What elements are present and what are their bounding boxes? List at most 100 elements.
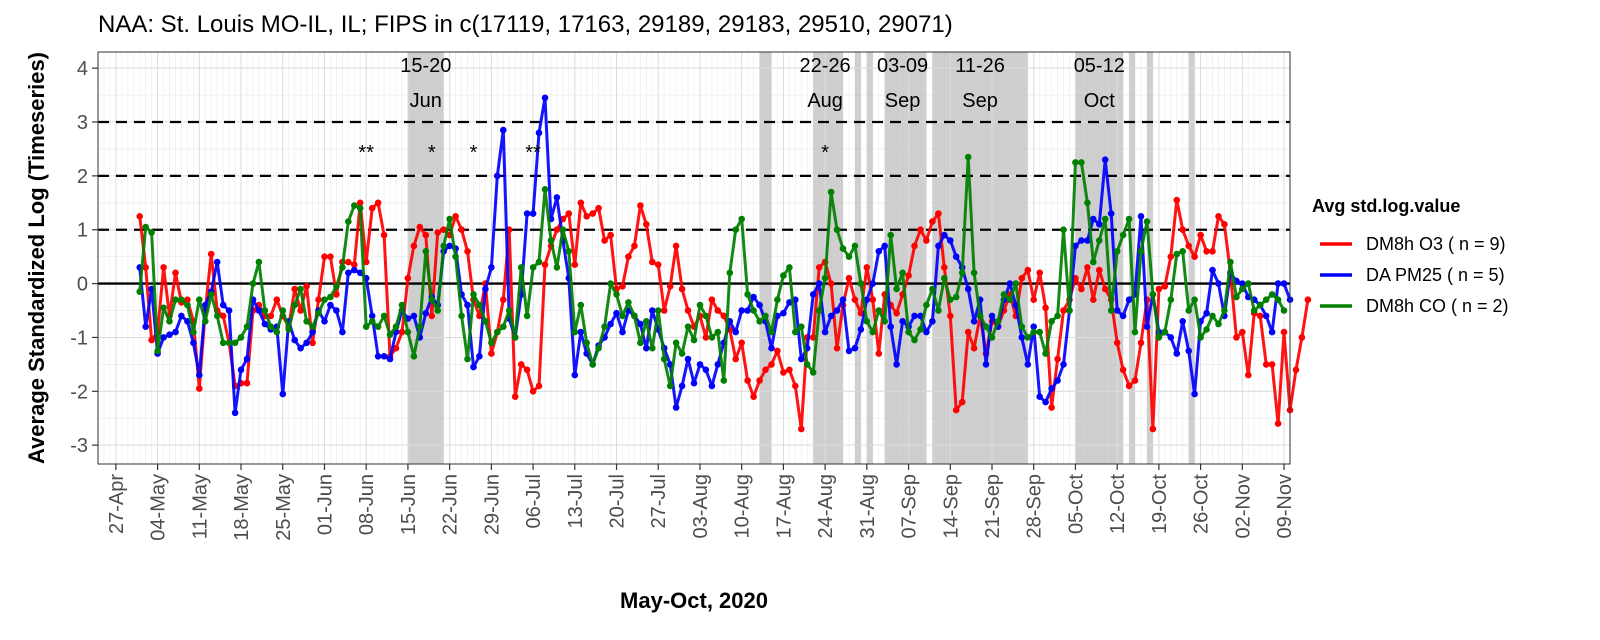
data-point (303, 283, 310, 290)
data-point (964, 328, 972, 336)
data-point (571, 371, 579, 379)
data-point (261, 320, 269, 328)
data-point (863, 264, 871, 271)
shaded-period (884, 52, 927, 464)
data-point (1268, 361, 1276, 368)
data-point (1090, 258, 1097, 266)
data-point (708, 334, 716, 341)
x-tick-label: 02-Nov (1232, 474, 1254, 538)
data-point (1113, 307, 1121, 314)
data-point (1304, 296, 1312, 304)
data-point (857, 326, 865, 333)
data-point (225, 307, 233, 314)
data-point (988, 334, 996, 341)
data-point (744, 377, 751, 384)
data-point (1185, 242, 1192, 250)
data-point (964, 285, 972, 293)
data-point (1274, 420, 1282, 427)
data-point (613, 309, 620, 317)
data-point (476, 353, 483, 360)
data-point (982, 361, 990, 368)
period-label-range: 03-09 (877, 55, 928, 77)
data-point (899, 318, 906, 325)
data-point (678, 382, 686, 390)
data-point (1084, 264, 1091, 271)
data-point (464, 355, 471, 363)
data-point (160, 264, 167, 271)
data-point (678, 350, 686, 357)
data-point (464, 248, 471, 255)
data-point (726, 269, 734, 277)
legend-items: DM8h O3 ( n = 9) DA PM25 ( n = 5) DM8h CO … (1320, 234, 1509, 316)
data-point (935, 210, 942, 217)
data-point (899, 269, 906, 277)
data-point (893, 361, 900, 368)
x-tick-label: 15-Jun (398, 474, 420, 535)
data-point (345, 218, 352, 225)
data-point (255, 258, 263, 266)
significance-annotations: ** * * ** * (358, 142, 829, 164)
data-point (553, 264, 561, 271)
data-point (321, 253, 328, 260)
x-tick-label: 22-Jun (440, 474, 462, 535)
y-tick-label: 2 (77, 166, 88, 188)
data-point (774, 347, 781, 355)
data-point (428, 296, 436, 304)
plot-area: 15-20 Jun 22-26 Aug 03-09 Sep 11-26 Sep 05-12 Oct… (97, 51, 1312, 465)
data-point (231, 409, 239, 417)
x-tick-label: 09-Nov (1274, 474, 1296, 538)
data-point (416, 323, 424, 331)
data-point (1096, 266, 1103, 274)
data-point (1167, 296, 1175, 304)
data-point (935, 242, 942, 250)
data-point (947, 237, 954, 244)
data-point (720, 312, 728, 320)
data-point (780, 309, 787, 317)
data-point (619, 328, 626, 336)
data-point (1042, 350, 1049, 357)
data-point (303, 318, 310, 325)
significance-marker: ** (525, 142, 541, 164)
data-point (1203, 326, 1210, 333)
data-point (315, 309, 322, 317)
data-point (166, 331, 173, 339)
data-point (1072, 159, 1079, 166)
period-label-range: 05-12 (1074, 55, 1125, 77)
data-point (351, 261, 358, 269)
data-point (1012, 280, 1020, 287)
data-point (482, 318, 489, 325)
data-point (607, 231, 614, 239)
data-point (881, 318, 888, 325)
data-point (1239, 328, 1246, 336)
data-point (476, 312, 483, 320)
data-point (833, 226, 841, 233)
x-tick-label: 27-Jul (648, 474, 670, 528)
data-point (219, 301, 227, 309)
data-point (297, 307, 304, 314)
data-point (440, 226, 448, 233)
data-point (249, 280, 257, 287)
data-point (172, 296, 179, 304)
data-point (637, 202, 644, 209)
x-tick-label: 24-Aug (815, 474, 837, 539)
data-point (267, 323, 275, 331)
data-point (911, 336, 918, 344)
data-point (917, 326, 924, 333)
data-point (905, 328, 912, 336)
data-point (1024, 266, 1032, 274)
data-point (577, 199, 585, 207)
y-axis: -3 -2 -1 0 1 2 3 4 (70, 58, 98, 457)
data-point (368, 204, 376, 212)
data-point (649, 344, 656, 352)
data-point (637, 339, 644, 347)
data-point (643, 344, 650, 352)
data-point (488, 339, 495, 347)
data-point (809, 369, 817, 376)
data-point (821, 274, 829, 282)
data-point (637, 320, 644, 328)
data-point (952, 253, 960, 260)
data-point (702, 366, 710, 374)
data-point (1298, 334, 1306, 341)
y-tick-label: -2 (70, 381, 88, 403)
data-point (649, 307, 656, 314)
